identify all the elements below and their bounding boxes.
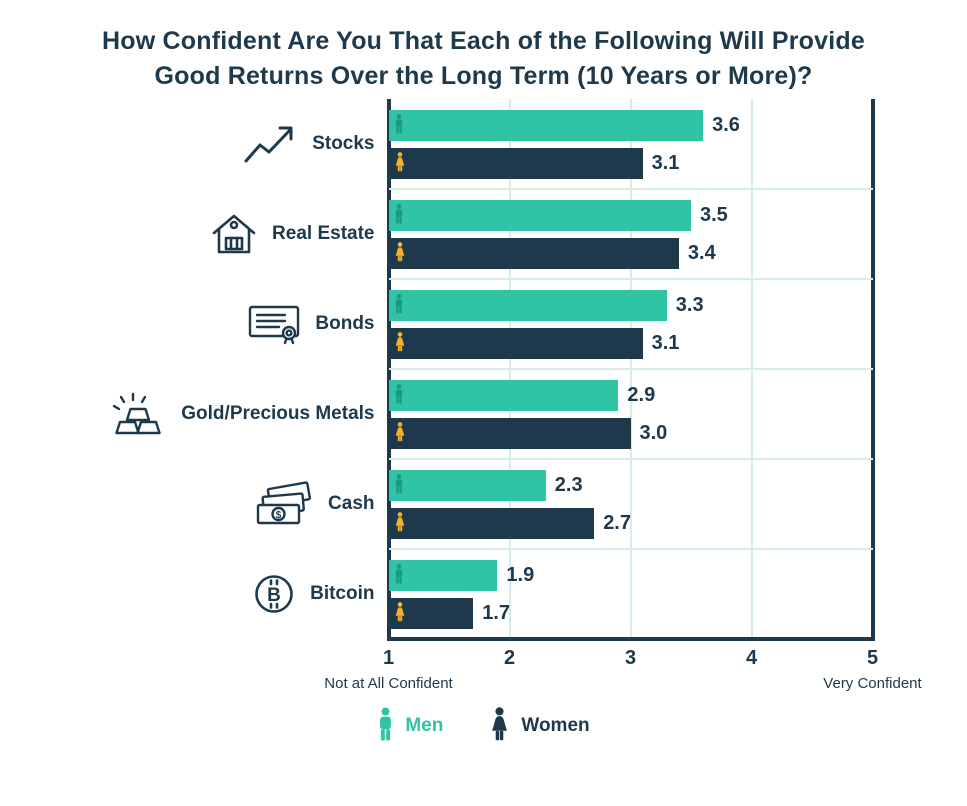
category: Gold/Precious Metals (9, 392, 389, 436)
bar-row-men: 2.3 (388, 469, 959, 501)
category: Bonds (9, 302, 389, 346)
bar-value-men: 3.3 (675, 293, 704, 316)
bar-pair: 3.5 3.4 (388, 199, 959, 269)
bar-men (388, 379, 619, 411)
chart-title-line1: How Confident Are You That Each of the F… (102, 27, 865, 55)
bar-value-women: 2.7 (603, 511, 631, 534)
infographic: How Confident Are You That Each of the F… (0, 24, 967, 806)
bar-value-women: 1.7 (482, 601, 510, 624)
bar-men (388, 289, 667, 321)
bar-men (388, 469, 546, 501)
bar-women (388, 417, 631, 449)
category-label: Bonds (315, 313, 375, 334)
bar-row-women: 3.1 (388, 327, 959, 359)
bar-women (388, 327, 643, 359)
bar-men (388, 559, 498, 591)
x-tick-label: 2 (503, 647, 516, 669)
category: B Bitcoin (9, 571, 389, 617)
bar-women (388, 237, 679, 269)
chart-row: Real Estate 3.5 3.4 (9, 189, 959, 279)
bar-pair: 3.6 3.1 (388, 109, 959, 179)
man-icon (377, 707, 394, 745)
stock-trend-icon (241, 122, 299, 166)
cash-icon: $ (253, 481, 315, 527)
bar-pair: 2.3 2.7 (388, 469, 959, 539)
category-label: Bitcoin (310, 583, 375, 604)
legend-label-women: Women (521, 715, 590, 736)
bar-row-men: 1.9 (388, 559, 959, 591)
x-tick-label: 3 (624, 647, 637, 669)
bar-pair: 2.9 3.0 (388, 379, 959, 449)
chart-row: B Bitcoin 1.9 1.7 (9, 549, 959, 639)
bar-row-men: 3.5 (388, 199, 959, 231)
chart-row: Gold/Precious Metals 2.9 3.0 (9, 369, 959, 459)
group-separator (388, 188, 873, 190)
bar-row-men: 2.9 (388, 379, 959, 411)
bar-women (388, 147, 643, 179)
category: Real Estate (9, 211, 389, 257)
bar-row-women: 3.1 (388, 147, 959, 179)
bar-value-men: 1.9 (506, 563, 535, 586)
chart-row: $ Cash 2.3 2.7 (9, 459, 959, 549)
bar-row-men: 3.3 (388, 289, 959, 321)
bar-value-women: 3.1 (651, 151, 680, 174)
chart-title-line2: Good Returns Over the Long Term (10 Year… (154, 61, 813, 90)
legend-label-men: Men (405, 715, 444, 736)
chart-row: Bonds 3.3 3.1 (9, 279, 959, 369)
x-axis: Not at All Confident Very Confident 1 2 3 4… (324, 639, 921, 697)
certificate-icon (246, 302, 302, 346)
bar-value-women: 3.0 (639, 421, 668, 444)
bar-row-women: 3.0 (388, 417, 959, 449)
bitcoin-icon: B (251, 571, 297, 617)
bar-value-men: 2.9 (627, 383, 656, 406)
group-separator (388, 458, 873, 460)
house-icon (209, 211, 259, 257)
chart-row: Stocks 3.6 3.1 (9, 99, 959, 189)
legend-item-men: Men (377, 707, 443, 745)
bar-value-women: 3.1 (651, 331, 680, 354)
bar-row-women: 1.7 (388, 597, 959, 629)
category: $ Cash (9, 481, 389, 527)
chart-rows: Stocks 3.6 3.1 (9, 99, 959, 639)
category-label: Real Estate (272, 223, 375, 244)
bar-value-women: 3.4 (687, 241, 716, 264)
legend-item-women: Women (489, 707, 590, 745)
bar-row-men: 3.6 (388, 109, 959, 141)
bar-pair: 3.3 3.1 (388, 289, 959, 359)
category: Stocks (9, 122, 389, 166)
category-label: Cash (328, 493, 375, 514)
svg-text:$: $ (276, 510, 282, 521)
category-label: Gold/Precious Metals (181, 403, 375, 424)
bar-value-men: 2.3 (554, 473, 583, 496)
bar-chart: Stocks 3.6 3.1 (9, 99, 959, 697)
chart-title: How Confident Are You That Each of the F… (0, 24, 967, 93)
x-tick-label: 4 (745, 647, 758, 669)
x-axis-line (386, 637, 875, 641)
bar-value-men: 3.5 (700, 203, 728, 226)
x-axis-max-label: Very Confident (823, 675, 922, 692)
x-axis-min-label: Not at All Confident (324, 675, 453, 692)
bar-pair: 1.9 1.7 (388, 559, 959, 629)
legend: Men Women (0, 707, 967, 745)
x-tick-label: 1 (382, 647, 395, 669)
gold-bars-icon (108, 392, 168, 436)
plot-area (386, 99, 875, 641)
bar-men (388, 199, 691, 231)
bar-women (388, 507, 595, 539)
bar-men (388, 109, 704, 141)
bar-value-men: 3.6 (712, 113, 740, 136)
woman-icon (489, 707, 510, 745)
group-separator (388, 548, 873, 550)
svg-text:B: B (267, 585, 281, 606)
x-tick-label: 5 (866, 647, 879, 669)
group-separator (388, 368, 873, 370)
bar-women (388, 597, 474, 629)
bar-row-women: 3.4 (388, 237, 959, 269)
bar-row-women: 2.7 (388, 507, 959, 539)
category-label: Stocks (312, 133, 375, 154)
group-separator (388, 278, 873, 280)
axis-line (870, 99, 875, 639)
